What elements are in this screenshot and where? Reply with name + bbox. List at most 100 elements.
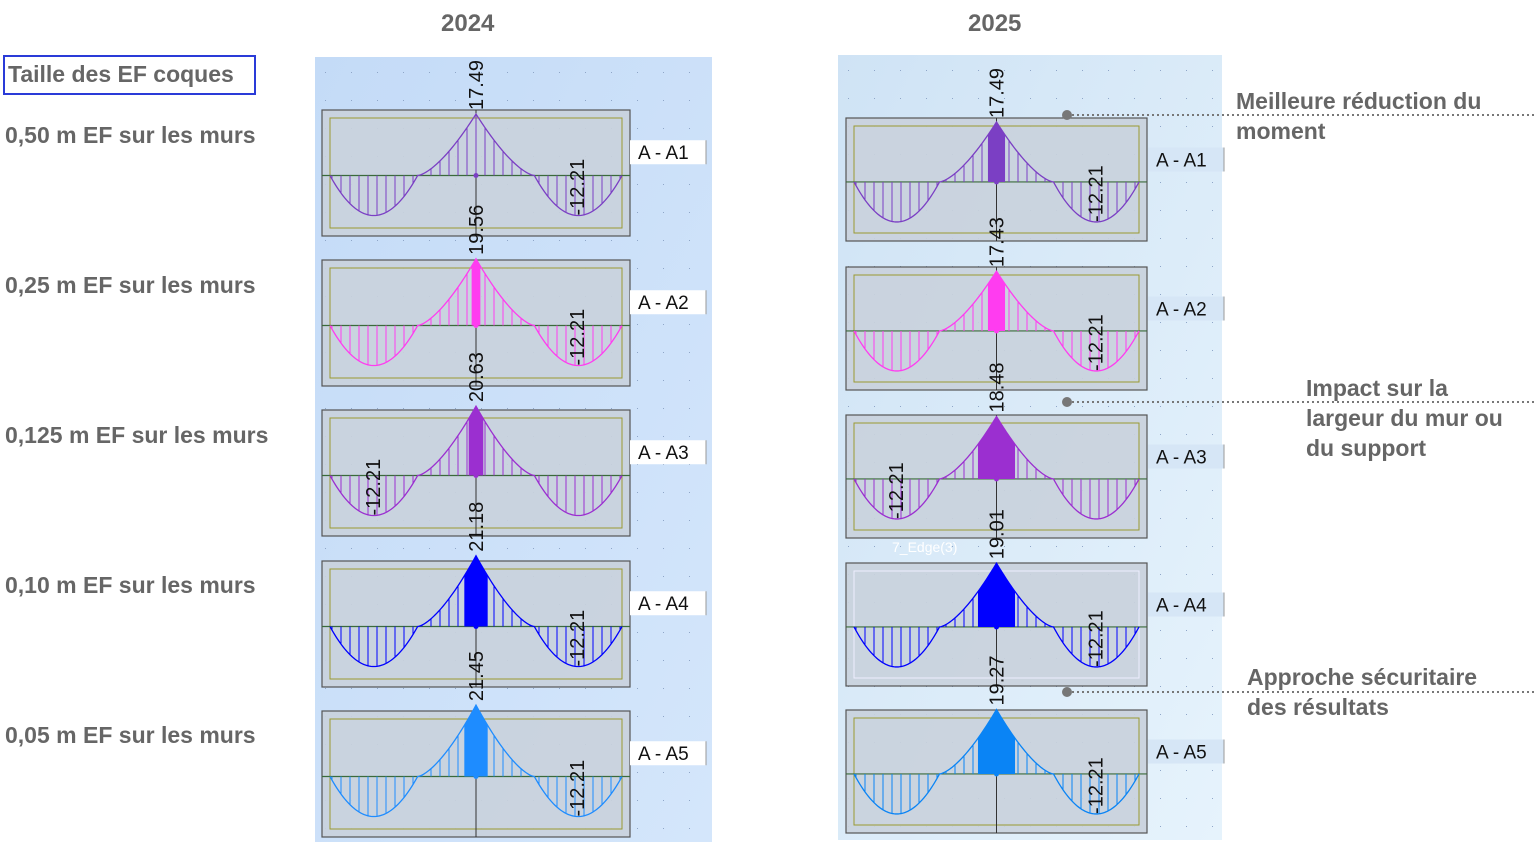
support-node [994, 771, 999, 777]
grid-dot [1160, 294, 1161, 295]
grid-dot [1186, 434, 1187, 435]
grid-dot [1186, 406, 1187, 407]
grid-dot [952, 546, 953, 547]
grid-dot [900, 406, 901, 407]
grid-dot [533, 100, 534, 101]
grid-dot [1186, 266, 1187, 267]
grid-dot [533, 408, 534, 409]
peak-moment-label: 21.18 [466, 502, 488, 552]
grid-dot [689, 716, 690, 717]
grid-dot [1160, 98, 1161, 99]
mesh-size-title: Taille des EF coques [3, 55, 256, 95]
grid-dot [1212, 238, 1213, 239]
grid-dot [1004, 546, 1005, 547]
annotation-line: Approche sécuritaire [1247, 664, 1478, 690]
sag-moment-label: -12.21 [567, 610, 589, 667]
grid-dot [1030, 546, 1031, 547]
grid-dot [1108, 546, 1109, 547]
grid-dot [663, 240, 664, 241]
grid-dot [481, 548, 482, 549]
grid-dot [403, 548, 404, 549]
grid-dot [1160, 826, 1161, 827]
grid-dot [689, 128, 690, 129]
grid-dot [559, 100, 560, 101]
grid-dot [1160, 546, 1161, 547]
grid-dot [637, 660, 638, 661]
grid-dot [848, 70, 849, 71]
grid-dot [559, 240, 560, 241]
grid-dot [1186, 210, 1187, 211]
grid-dot [663, 828, 664, 829]
grid-dot [1160, 70, 1161, 71]
grid-dot [403, 72, 404, 73]
grid-dot [637, 268, 638, 269]
grid-dot [611, 548, 612, 549]
section-tag: A - A2 [638, 293, 689, 314]
section-tag: A - A4 [638, 594, 689, 615]
grid-dot [1082, 406, 1083, 407]
grid-dot [1212, 126, 1213, 127]
peak-moment-label: 19.01 [987, 509, 1009, 559]
grid-dot [900, 70, 901, 71]
peak-moment-label: 17.49 [987, 68, 1009, 118]
grid-dot [952, 70, 953, 71]
grid-dot [1186, 546, 1187, 547]
grid-dot [637, 380, 638, 381]
grid-dot [1186, 686, 1187, 687]
grid-dot [1082, 70, 1083, 71]
grid-dot [1186, 658, 1187, 659]
grid-dot [1186, 98, 1187, 99]
grid-dot [559, 408, 560, 409]
grid-dot [637, 716, 638, 717]
grid-dot [926, 406, 927, 407]
grid-dot [926, 98, 927, 99]
grid-dot [689, 800, 690, 801]
section-view-2: 17.43 -12.21 A - A2 [845, 217, 1225, 391]
grid-dot [611, 408, 612, 409]
grid-dot [663, 492, 664, 493]
grid-dot [689, 632, 690, 633]
grid-dot [689, 492, 690, 493]
grid-dot [507, 100, 508, 101]
grid-dot [1160, 770, 1161, 771]
grid-dot [978, 70, 979, 71]
grid-dot [585, 72, 586, 73]
moment-curve [329, 703, 623, 818]
grid-dot [1004, 406, 1005, 407]
grid-dot [689, 436, 690, 437]
section-tag: A - A5 [1156, 743, 1207, 764]
grid-dot [1212, 546, 1213, 547]
grid-dot [377, 100, 378, 101]
grid-dot [481, 240, 482, 241]
grid-dot [1160, 266, 1161, 267]
moment-curve [329, 112, 623, 217]
grid-dot [1212, 266, 1213, 267]
peak-fill [471, 258, 481, 326]
grid-dot [978, 546, 979, 547]
grid-dot [689, 380, 690, 381]
support-node [473, 323, 479, 329]
grid-dot [689, 352, 690, 353]
grid-dot [874, 70, 875, 71]
grid-dot [663, 380, 664, 381]
grid-dot [1212, 574, 1213, 575]
grid-dot [1004, 70, 1005, 71]
grid-dot [637, 632, 638, 633]
sag-moment-label: -12.21 [886, 462, 908, 519]
grid-dot [1212, 350, 1213, 351]
grid-dot [663, 632, 664, 633]
grid-dot [1160, 322, 1161, 323]
section-tag-bg [1148, 147, 1224, 172]
grid-dot [1212, 294, 1213, 295]
grid-dot [1212, 182, 1213, 183]
section-tag-bg [630, 440, 706, 465]
grid-dot [637, 772, 638, 773]
sag-moment-label: -12.21 [1085, 314, 1107, 371]
sag-moment-label: -12.21 [363, 459, 385, 516]
grid-dot [663, 772, 664, 773]
grid-dot [637, 548, 638, 549]
grid-dot [507, 548, 508, 549]
support-node [994, 476, 999, 482]
grid-dot [611, 240, 612, 241]
peak-moment-label: 17.49 [466, 60, 488, 110]
